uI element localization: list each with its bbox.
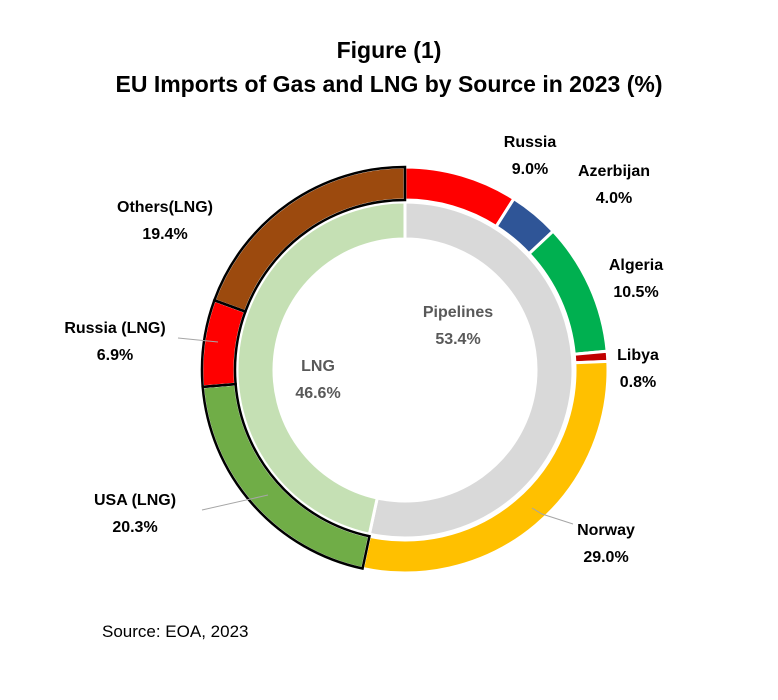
leader-usa-lng: [201, 494, 269, 511]
label-name: Azerbijan: [578, 163, 650, 180]
label-value: 9.0%: [512, 161, 548, 178]
chart-title: Figure (1): [336, 37, 442, 63]
inner-label-value: 46.6%: [295, 385, 340, 402]
inner-ring: [235, 200, 575, 540]
inner-label-name: Pipelines: [423, 304, 493, 321]
label-value: 29.0%: [583, 549, 628, 566]
inner-label-value: 53.4%: [435, 331, 480, 348]
label-value: 4.0%: [596, 190, 632, 207]
label-name: Libya: [617, 347, 659, 364]
inner-label-name: LNG: [301, 358, 335, 375]
inner-label-pipelines: Pipelines 53.4%: [423, 304, 493, 348]
label-norway: Norway 29.0%: [577, 522, 635, 566]
label-azerbijan: Azerbijan 4.0%: [578, 163, 650, 207]
label-value: 20.3%: [112, 519, 157, 536]
inner-slice-pipelines: [367, 200, 575, 540]
label-name: Russia: [504, 134, 557, 151]
lng-group-outline: [200, 165, 407, 570]
label-russia: Russia 9.0%: [504, 134, 557, 178]
label-others-lng: Others(LNG) 19.4%: [117, 199, 213, 243]
label-value: 0.8%: [620, 374, 656, 391]
label-name: Norway: [577, 522, 635, 539]
leader-lines: [177, 337, 574, 525]
inner-label-lng: LNG 46.6%: [295, 358, 340, 402]
lng-outline-others-lng: [212, 165, 407, 314]
leader-norway: [531, 507, 574, 525]
label-name: USA (LNG): [94, 492, 176, 509]
label-libya: Libya 0.8%: [617, 347, 659, 391]
leader-russia-lng: [177, 337, 219, 343]
chart-subtitle: EU Imports of Gas and LNG by Source in 2…: [115, 71, 663, 97]
label-value: 6.9%: [97, 347, 133, 364]
label-value: 10.5%: [613, 284, 658, 301]
label-name: Algeria: [609, 257, 663, 274]
label-russia-lng: Russia (LNG) 6.9%: [64, 320, 165, 364]
label-name: Others(LNG): [117, 199, 213, 216]
source-note: Source: EOA, 2023: [102, 622, 249, 641]
data-labels: Russia 9.0% Azerbijan 4.0% Algeria 10.5% Libya…: [64, 134, 663, 566]
label-value: 19.4%: [142, 226, 187, 243]
label-algeria: Algeria 10.5%: [609, 257, 663, 301]
inner-slice-lng: [235, 200, 407, 536]
label-usa-lng: USA (LNG) 20.3%: [94, 492, 176, 536]
label-name: Russia (LNG): [64, 320, 165, 337]
